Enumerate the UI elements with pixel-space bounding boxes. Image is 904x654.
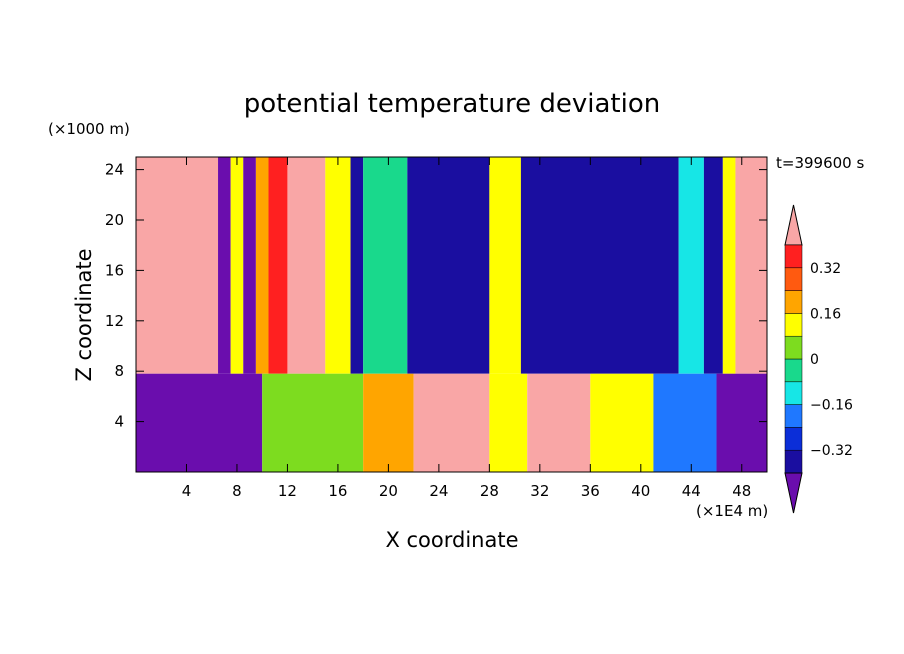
upper-layer-region-11 (489, 157, 521, 374)
x-tick-label: 40 (631, 482, 650, 500)
x-tick-label: 32 (530, 482, 549, 500)
upper-layer-region-12 (520, 157, 679, 374)
lower-layer-region-5 (527, 373, 591, 472)
x-tick-label: 12 (278, 482, 297, 500)
lower-layer-region-8 (716, 373, 767, 472)
upper-layer-region-10 (407, 157, 490, 374)
x-unit-label: (×1E4 m) (696, 502, 768, 520)
upper-layer-region-3 (243, 157, 256, 374)
colorbar-tick-label: −0.16 (810, 398, 853, 414)
contour-field (136, 157, 767, 472)
upper-layer-region-13 (678, 157, 704, 374)
lower-layer-region-0 (136, 373, 263, 472)
x-tick-label: 36 (581, 482, 600, 500)
upper-layer-region-8 (350, 157, 364, 374)
colorbar-swatch (784, 244, 803, 269)
colorbar-swatch (784, 449, 803, 474)
x-tick-label: 48 (732, 482, 751, 500)
x-tick-label: 4 (182, 482, 192, 500)
lower-layer-region-2 (363, 373, 414, 472)
y-axis-label: Z coordinate (72, 248, 96, 381)
x-tick-label: 20 (379, 482, 398, 500)
colorbar-swatch (784, 427, 803, 451)
lower-layer-region-4 (489, 373, 528, 472)
lower-layer-region-3 (413, 373, 490, 472)
plot-frame (135, 156, 768, 473)
upper-layer-region-5 (268, 157, 288, 374)
colorbar-top-arrow (784, 204, 803, 246)
lower-layer-region-6 (590, 373, 654, 472)
plot-border (135, 156, 768, 473)
colorbar-swatch (784, 358, 803, 383)
colorbar-swatch (784, 267, 803, 291)
colorbar-swatch (784, 381, 803, 405)
colorbar-tick-label: 0 (810, 352, 819, 368)
upper-layer-region-4 (255, 157, 269, 374)
y-tick-label: 24 (105, 161, 124, 179)
y-unit-label: (×1000 m) (48, 120, 130, 138)
lower-layer-region-1 (262, 373, 364, 472)
colorbar: −0.32 −0.16 0 0.16 0.32 (784, 204, 853, 514)
colorbar-tick-label: −0.32 (810, 443, 853, 459)
x-tick-label: 28 (480, 482, 499, 500)
upper-layer-region-6 (287, 157, 326, 374)
chart-title: potential temperature deviation (244, 89, 660, 119)
upper-layer-region-9 (363, 157, 408, 374)
x-tick-label: 24 (429, 482, 448, 500)
y-axis: 4 8 12 16 20 24 (105, 161, 767, 431)
x-axis: 4 8 12 16 20 24 28 32 36 40 44 48 (182, 157, 751, 500)
time-label: t=399600 s (776, 154, 864, 172)
y-tick-label: 8 (114, 362, 124, 380)
y-tick-label: 12 (105, 312, 124, 330)
upper-layer-region-1 (218, 157, 231, 374)
upper-layer-region-16 (735, 157, 767, 374)
upper-layer-region-14 (703, 157, 723, 374)
colorbar-swatch (784, 404, 803, 428)
x-tick-label: 8 (232, 482, 242, 500)
lower-layer-region-7 (653, 373, 717, 472)
colorbar-bottom-arrow (784, 472, 803, 514)
x-tick-label: 16 (328, 482, 347, 500)
colorbar-swatch (784, 290, 803, 314)
y-tick-label: 4 (114, 413, 124, 431)
upper-layer-region-7 (325, 157, 351, 374)
y-tick-label: 20 (105, 211, 124, 229)
x-tick-label: 44 (682, 482, 701, 500)
colorbar-swatch (784, 313, 803, 337)
colorbar-tick-label: 0.16 (810, 306, 841, 322)
colorbar-tick-label: 0.32 (810, 261, 841, 277)
x-axis-label: X coordinate (385, 528, 518, 552)
upper-layer-region-0 (136, 157, 219, 374)
colorbar-swatch (784, 335, 803, 360)
upper-layer-region-2 (230, 157, 244, 374)
upper-layer-region-15 (722, 157, 736, 374)
y-tick-label: 16 (105, 261, 124, 279)
